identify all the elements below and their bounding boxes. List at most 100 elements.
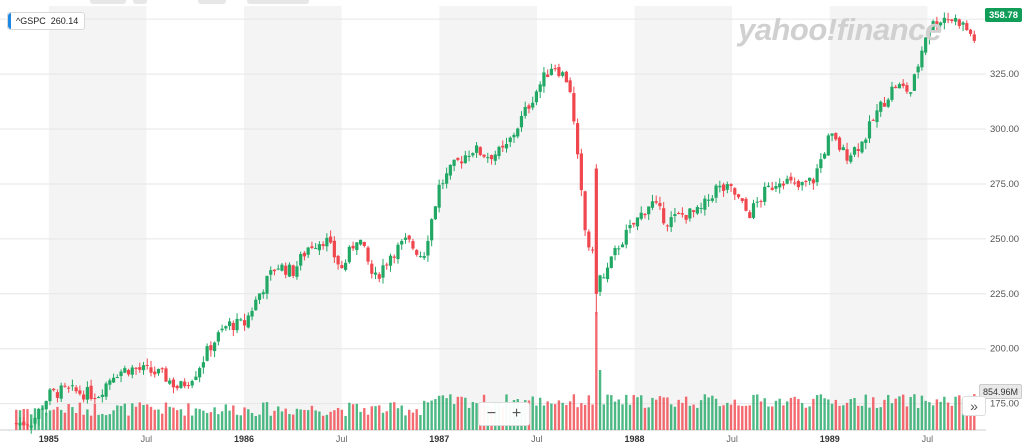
volume-bar: [707, 397, 710, 430]
volume-bar: [351, 404, 355, 430]
candle-body: [886, 99, 890, 107]
volume-bar: [333, 410, 336, 430]
candle-body: [489, 155, 494, 160]
candle-body: [67, 387, 71, 389]
candle-body: [336, 256, 340, 265]
volume-bar: [89, 415, 93, 430]
volume-bar: [830, 403, 834, 430]
yahoo-finance-logo: yahoo!finance: [738, 12, 942, 47]
zoom-in-button[interactable]: +: [511, 405, 522, 422]
volume-bar: [647, 407, 650, 430]
volume-bar: [247, 409, 250, 430]
volume-bar: [958, 395, 961, 430]
volume-bar: [729, 404, 733, 430]
volume-bar: [404, 415, 407, 430]
volume-bar: [18, 410, 22, 430]
zoom-out-button[interactable]: −: [486, 405, 497, 422]
toolbar-edge: [90, 0, 126, 4]
candle-body: [549, 68, 554, 76]
candle-body: [662, 208, 666, 224]
candle-body: [284, 265, 288, 275]
candle-body: [830, 133, 834, 136]
candle-body: [437, 184, 441, 208]
volume-bar: [419, 415, 422, 430]
candle-body: [677, 212, 681, 214]
candle-body: [82, 394, 86, 400]
volume-bar: [426, 402, 430, 430]
volume-bar: [67, 403, 70, 430]
volume-bar: [931, 405, 935, 430]
volume-bar: [265, 402, 269, 430]
candle-body: [201, 362, 205, 368]
volume-bar: [93, 403, 97, 430]
candle-body: [504, 143, 509, 149]
candle-body: [171, 379, 176, 388]
candle-body: [183, 381, 187, 387]
candle-body: [763, 186, 767, 202]
candle-body: [609, 256, 613, 268]
volume-bar: [583, 404, 587, 430]
candle-body: [894, 86, 898, 89]
volume-bar: [205, 413, 209, 430]
volume-bar: [396, 408, 400, 430]
volume-bar: [860, 405, 864, 430]
volume-bar: [782, 405, 785, 430]
volume-bar: [149, 406, 153, 430]
volume-bar: [913, 394, 916, 430]
candle-body: [493, 154, 497, 161]
series-legend[interactable]: ^GSPC 260.14: [7, 12, 86, 30]
candle-body: [134, 367, 138, 369]
candle-body: [815, 168, 819, 183]
volume-bar: [699, 400, 703, 430]
volume-bar: [625, 394, 628, 430]
candle-body: [205, 346, 209, 361]
candle-body: [587, 231, 591, 248]
candle-body: [381, 265, 385, 278]
volume-bar: [310, 405, 314, 430]
candle-body: [407, 235, 411, 240]
volume-bar: [898, 396, 901, 430]
candle-body: [145, 365, 149, 367]
candle-body: [924, 37, 928, 53]
volume-bar: [557, 400, 561, 430]
volume-bar: [946, 402, 950, 430]
candle-body: [242, 320, 247, 326]
volume-bar: [767, 406, 770, 430]
volume-bar: [26, 409, 29, 430]
candle-body: [482, 154, 486, 157]
volume-bar: [378, 405, 381, 430]
volume-bar: [340, 409, 344, 430]
volume-bar: [684, 396, 688, 430]
candle-body: [931, 21, 935, 31]
candle-body: [302, 252, 307, 257]
volume-bar: [572, 394, 576, 430]
candle-body: [909, 92, 913, 94]
volume-bar: [344, 415, 347, 430]
candle-body: [501, 145, 505, 148]
candle-body: [733, 188, 737, 195]
volume-bar: [104, 415, 108, 430]
x-tick-label: 1985: [39, 434, 59, 444]
volume-bar: [928, 402, 931, 430]
candle-body: [486, 157, 490, 159]
volume-bar: [827, 399, 830, 430]
x-tick-label: Jul: [141, 434, 153, 444]
candle-body: [935, 21, 939, 27]
candle-body: [576, 123, 580, 155]
candle-body: [426, 240, 430, 256]
y-tick-label: 300.00: [990, 124, 1019, 135]
volume-bar: [681, 402, 684, 430]
candle-body: [572, 93, 576, 122]
volume-bar: [538, 397, 542, 430]
candle-body: [579, 153, 583, 191]
volume-bar: [804, 407, 808, 430]
candle-body: [314, 248, 318, 250]
scroll-right-button[interactable]: »: [962, 396, 986, 416]
volume-bar: [381, 412, 385, 430]
volume-bar: [640, 395, 643, 430]
volume-bar: [217, 414, 220, 430]
candle-body: [748, 212, 752, 218]
candle-body: [377, 274, 381, 279]
volume-bar: [325, 414, 329, 430]
